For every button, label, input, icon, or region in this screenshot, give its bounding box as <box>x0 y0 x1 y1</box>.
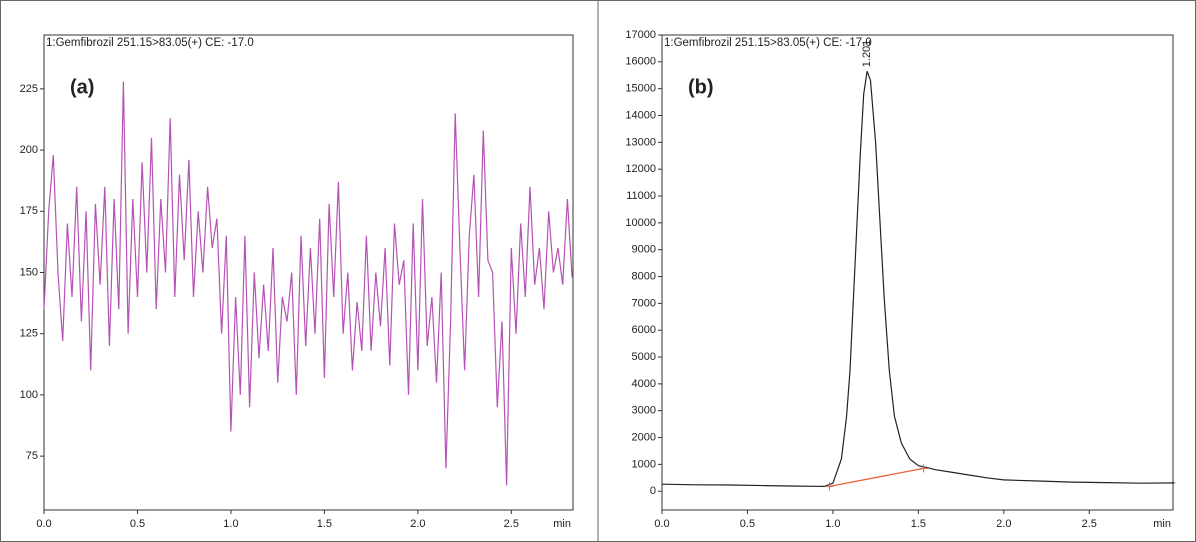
x-tick-label: 1.0 <box>223 518 238 530</box>
y-tick-label: 0 <box>650 485 656 497</box>
y-tick-label: 6000 <box>632 324 656 336</box>
panel-label: (b) <box>688 76 714 98</box>
x-tick-label: 2.0 <box>410 518 425 530</box>
y-tick-label: 4000 <box>632 378 656 390</box>
x-tick-label: 1.0 <box>825 518 840 530</box>
x-tick-label: 0.5 <box>130 518 145 530</box>
y-tick-label: 8000 <box>632 270 656 282</box>
baseline-marker <box>919 464 928 473</box>
y-tick-label: 12000 <box>625 163 656 175</box>
x-tick-label: 0.5 <box>740 518 755 530</box>
trace-line <box>43 81 573 486</box>
y-tick-label: 11000 <box>626 190 656 202</box>
peak-label: 1.201 <box>861 40 873 68</box>
y-tick-label: 10000 <box>625 217 656 229</box>
x-tick-label: 0.0 <box>654 518 669 530</box>
trace-title: 1:Gemfibrozil 251.15>83.05(+) CE: -17.0 <box>46 37 254 49</box>
x-tick-label: 1.5 <box>911 518 926 530</box>
x-tick-label: 2.5 <box>504 518 519 530</box>
x-axis-label: min <box>553 518 571 530</box>
y-tick-label: 175 <box>20 205 38 217</box>
y-tick-label: 200 <box>20 144 38 156</box>
y-tick-label: 225 <box>20 83 38 95</box>
x-tick-label: 2.5 <box>1082 518 1097 530</box>
x-tick-label: 2.0 <box>996 518 1011 530</box>
y-tick-label: 125 <box>20 328 38 340</box>
y-tick-label: 1000 <box>632 458 656 470</box>
y-tick-label: 3000 <box>632 405 656 417</box>
y-tick-label: 75 <box>26 450 38 462</box>
y-tick-label: 7000 <box>632 297 656 309</box>
y-tick-label: 15000 <box>625 83 656 95</box>
y-tick-label: 5000 <box>632 351 656 363</box>
y-tick-label: 13000 <box>625 136 656 148</box>
x-axis-label: min <box>1153 518 1171 530</box>
y-tick-label: 16000 <box>625 56 656 68</box>
integration-baseline <box>829 467 924 488</box>
y-tick-label: 150 <box>20 266 38 278</box>
y-tick-label: 2000 <box>632 431 656 443</box>
panel-label: (a) <box>70 76 94 98</box>
y-tick-label: 100 <box>20 389 38 401</box>
x-tick-label: 1.5 <box>317 518 332 530</box>
trace-title: 1:Gemfibrozil 251.15>83.05(+) CE: -17.0 <box>664 37 872 49</box>
trace-line <box>661 70 1175 488</box>
baseline-marker <box>825 482 834 491</box>
y-tick-label: 14000 <box>625 109 656 121</box>
x-tick-label: 0.0 <box>36 518 51 530</box>
plot-frame <box>661 34 1174 511</box>
y-tick-label: 17000 <box>625 29 656 41</box>
y-tick-label: 9000 <box>632 244 656 256</box>
